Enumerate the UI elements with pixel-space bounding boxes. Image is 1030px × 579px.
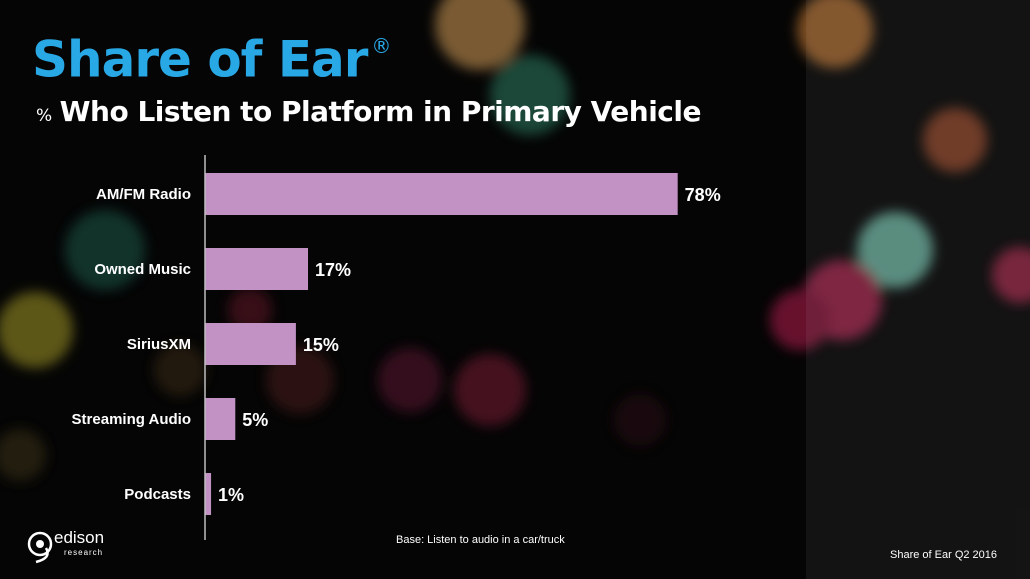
- bar-siriusxm: [205, 323, 296, 365]
- data-label-streaming-audio: 5%: [242, 410, 268, 430]
- subtitle-prefix: %: [36, 106, 52, 126]
- data-label-podcasts: 1%: [218, 485, 244, 505]
- source-note: Share of Ear Q2 2016: [890, 549, 998, 561]
- brand-name: edison: [54, 528, 105, 547]
- bar-podcasts: [205, 473, 212, 515]
- edison-logo: edison research: [26, 526, 126, 566]
- subtitle-text: Who Listen to Platform in Primary Vehicl…: [59, 95, 702, 128]
- base-note: Base: Listen to audio in a car/truck: [396, 534, 565, 546]
- category-label-podcasts: Podcasts: [124, 486, 191, 503]
- bar-owned-music: [205, 248, 309, 290]
- registered-mark: ®: [371, 34, 391, 58]
- right-panel-overlay: [806, 0, 1030, 579]
- data-label-owned-music: 17%: [315, 260, 351, 280]
- data-label-am-fm-radio: 78%: [685, 185, 721, 205]
- title-text: Share of Ear: [32, 30, 368, 89]
- category-label-owned-music: Owned Music: [94, 261, 191, 278]
- category-label-streaming-audio: Streaming Audio: [72, 411, 191, 428]
- bar-streaming-audio: [205, 398, 236, 440]
- category-label-siriusxm: SiriusXM: [127, 336, 191, 353]
- edison-logo-icon: [27, 531, 53, 564]
- bar-am-fm-radio: [205, 173, 678, 215]
- category-label-am-fm-radio: AM/FM Radio: [96, 186, 191, 203]
- brand-tagline: research: [64, 548, 104, 557]
- slide-subtitle: % Who Listen to Platform in Primary Vehic…: [36, 94, 701, 134]
- data-label-siriusxm: 15%: [303, 335, 339, 355]
- slide-title: Share of Ear ®: [32, 22, 391, 90]
